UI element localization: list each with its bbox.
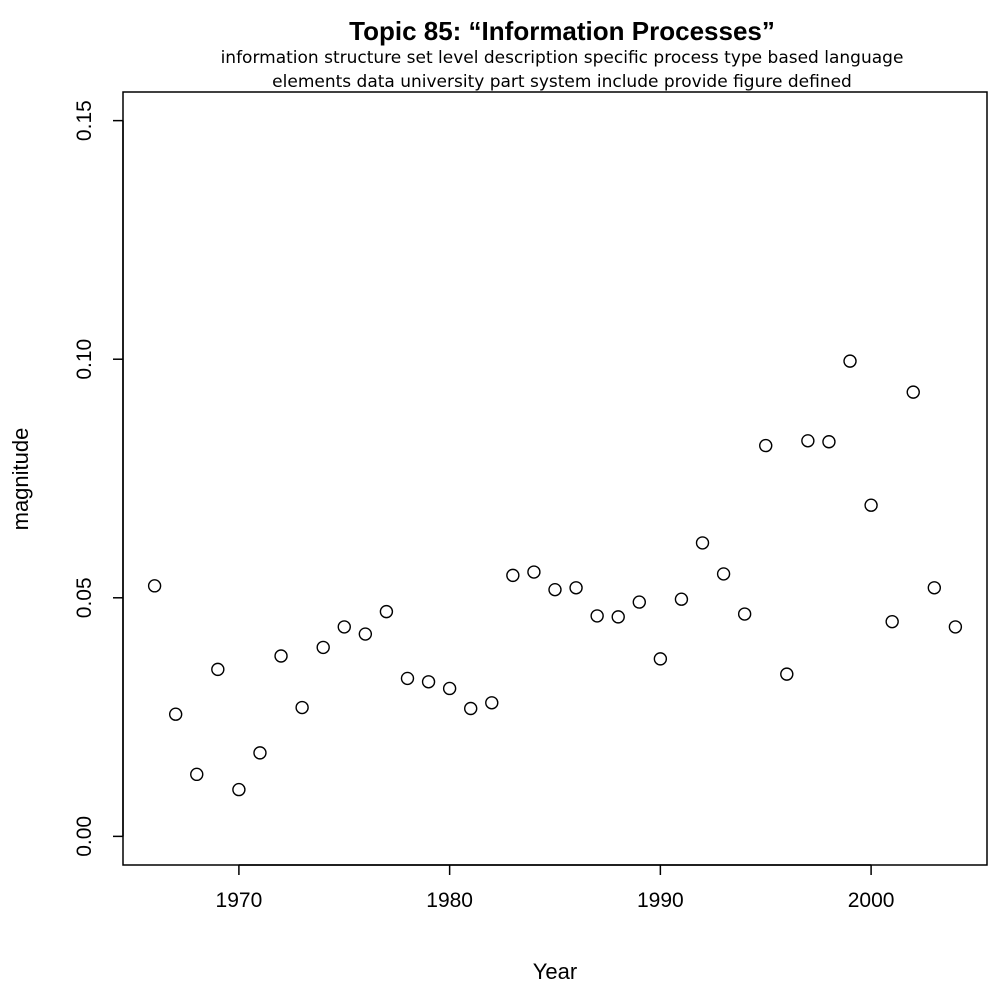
x-tick-label: 1980 xyxy=(426,889,473,912)
data-point xyxy=(632,595,646,609)
data-point xyxy=(611,610,625,624)
data-point xyxy=(780,667,794,681)
data-point xyxy=(400,671,415,686)
x-tick-label: 1990 xyxy=(637,889,684,912)
data-point xyxy=(695,536,710,550)
data-point xyxy=(232,782,246,797)
x-tick-label: 1970 xyxy=(216,889,263,912)
data-point xyxy=(737,607,752,621)
data-point xyxy=(716,567,731,581)
data-point xyxy=(674,592,689,606)
data-point xyxy=(527,565,541,579)
data-point xyxy=(358,627,373,641)
data-point xyxy=(590,609,604,623)
data-point xyxy=(274,649,288,663)
x-axis-label: Year xyxy=(533,959,577,984)
data-point xyxy=(906,385,920,399)
y-tick-label: 0.10 xyxy=(73,339,96,380)
y-tick-label: 0.15 xyxy=(73,100,96,141)
data-point xyxy=(168,707,183,721)
data-point xyxy=(927,581,942,595)
y-axis-label: magnitude xyxy=(8,428,33,531)
data-point xyxy=(801,434,815,448)
data-point xyxy=(864,498,878,512)
data-point xyxy=(442,681,457,696)
y-tick-label: 0.00 xyxy=(73,816,96,857)
data-point xyxy=(885,614,899,629)
data-point xyxy=(464,701,478,716)
data-point xyxy=(822,435,836,449)
y-tick-label: 0.05 xyxy=(73,577,96,618)
chart-subtitle-line-1: information structure set level descript… xyxy=(221,48,904,68)
data-point xyxy=(147,579,162,593)
data-point xyxy=(948,620,963,634)
x-tick-label: 2000 xyxy=(848,889,895,912)
data-point xyxy=(759,438,773,453)
data-point xyxy=(316,640,330,655)
data-point xyxy=(569,581,583,595)
data-point xyxy=(421,675,436,689)
x-axis: 1970 1980 1990 2000 xyxy=(216,864,895,912)
data-point xyxy=(485,696,499,710)
data-point xyxy=(548,582,562,597)
data-point xyxy=(506,568,520,583)
plot-frame xyxy=(122,91,988,866)
chart-subtitle-line-2: elements data university part system inc… xyxy=(272,72,852,92)
data-point xyxy=(379,604,394,619)
data-point xyxy=(190,767,204,782)
data-point xyxy=(337,620,351,634)
data-point xyxy=(295,700,309,715)
data-point xyxy=(653,652,668,666)
data-points xyxy=(147,354,963,797)
data-point xyxy=(211,662,225,677)
data-point xyxy=(843,354,857,368)
y-axis: 0.00 0.05 0.10 0.15 xyxy=(73,100,124,857)
chart-title: Topic 85: “Information Processes” xyxy=(349,16,775,46)
data-point xyxy=(253,746,267,760)
